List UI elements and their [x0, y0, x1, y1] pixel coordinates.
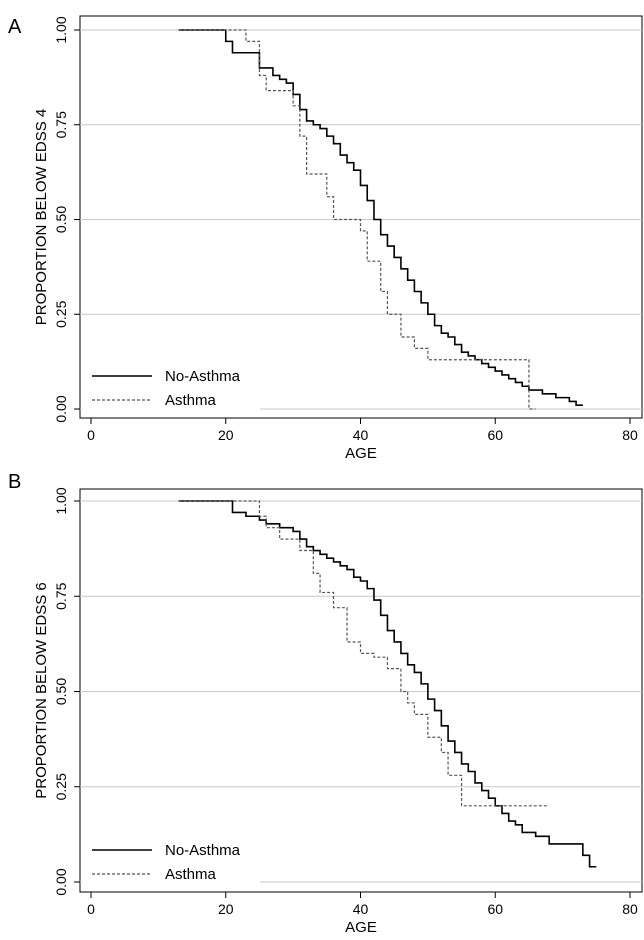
y-axis-title: PROPORTION BELOW EDSS 6: [33, 582, 50, 798]
y-axis-title: PROPORTION BELOW EDSS 4: [33, 109, 50, 325]
x-axis-title: AGE: [345, 445, 377, 462]
x-tick-label: 80: [622, 427, 638, 443]
legend-box: [82, 836, 260, 886]
panel-letter: A: [8, 16, 22, 38]
y-tick-label: 0.75: [53, 582, 69, 609]
y-tick-label: 0.00: [53, 395, 69, 422]
y-tick-label: 0.25: [53, 300, 69, 327]
x-tick-label: 0: [87, 427, 95, 443]
panel-letter: B: [8, 471, 21, 493]
legend-label: No-Asthma: [165, 842, 241, 859]
x-tick-label: 40: [353, 901, 369, 917]
y-tick-label: 0.50: [53, 206, 69, 233]
y-tick-label: 0.25: [53, 773, 69, 800]
chart-panel-a: A 0.00 0.25 0.50 0.75 1.00 0 20 40 60 80 AGE PROPORT…: [8, 15, 643, 462]
y-tick-label: 1.00: [53, 16, 69, 43]
y-tick-label: 1.00: [53, 487, 69, 514]
chart-panel-b: B 0.00 0.25 0.50 0.75 1.00 0 20 40 60 80 AGE PROPORT…: [8, 471, 643, 936]
series-line-no-asthma: [178, 500, 597, 868]
legend-label: Asthma: [165, 866, 217, 883]
x-tick-label: 80: [622, 901, 638, 917]
plot-frame: [79, 488, 643, 893]
y-tick-label: 0.75: [53, 111, 69, 138]
legend-label: No-Asthma: [165, 368, 241, 385]
y-tick-label: 0.50: [53, 678, 69, 705]
plot-frame: [79, 15, 643, 419]
legend-label: Asthma: [165, 392, 217, 409]
y-tick-label: 0.00: [53, 868, 69, 895]
x-tick-label: 40: [353, 427, 369, 443]
x-tick-label: 20: [218, 901, 234, 917]
series-line-asthma: [178, 500, 550, 807]
x-tick-label: 20: [218, 427, 234, 443]
series-line-no-asthma: [178, 29, 583, 407]
x-tick-label: 0: [87, 901, 95, 917]
x-tick-label: 60: [487, 427, 503, 443]
legend-box: [82, 362, 260, 412]
x-tick-label: 60: [487, 901, 503, 917]
x-axis-title: AGE: [345, 919, 377, 936]
